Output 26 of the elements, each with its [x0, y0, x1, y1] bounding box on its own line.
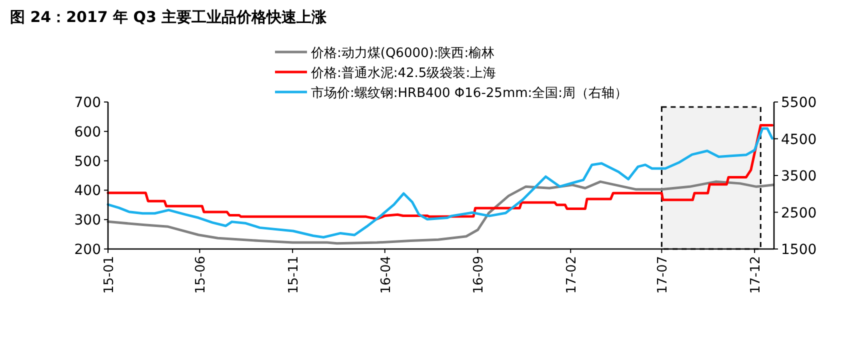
x-tick-label: 17-02 — [564, 256, 580, 294]
x-tick-label: 17-12 — [748, 256, 764, 294]
x-tick-label: 15-01 — [102, 256, 117, 294]
legend-label: 价格:动力煤(Q6000):陕西:榆林 — [310, 46, 495, 61]
y2-tick-label: 3500 — [781, 168, 817, 184]
y-tick-label: 700 — [74, 95, 101, 111]
x-tick-label: 15-06 — [194, 256, 209, 294]
legend-label: 价格:普通水泥:42.5级袋装:上海 — [310, 65, 496, 81]
x-tick-label: 16-04 — [378, 256, 394, 294]
x-tick-label: 17-07 — [656, 256, 671, 294]
chart-title: 图 24：2017 年 Q3 主要工业品价格快速上涨 — [10, 8, 328, 26]
x-tick-label: 15-11 — [286, 256, 302, 294]
y-tick-label: 400 — [74, 183, 101, 200]
y-tick-label: 600 — [74, 124, 101, 140]
y2-tick-label: 5500 — [781, 95, 817, 111]
y2-tick-label: 1500 — [781, 242, 817, 258]
x-tick-label: 16-09 — [472, 256, 487, 294]
line-series — [106, 127, 774, 238]
y-tick-label: 200 — [74, 242, 101, 258]
line-series — [106, 124, 774, 220]
legend-label: 市场价:螺纹钢:HRB400 Φ16-25mm:全国:周（右轴） — [311, 86, 628, 101]
y-tick-label: 300 — [74, 212, 101, 229]
y-tick-label: 500 — [74, 154, 101, 170]
line-series — [106, 180, 775, 245]
y2-tick-label: 4500 — [781, 132, 817, 148]
y2-tick-label: 2500 — [781, 205, 817, 222]
